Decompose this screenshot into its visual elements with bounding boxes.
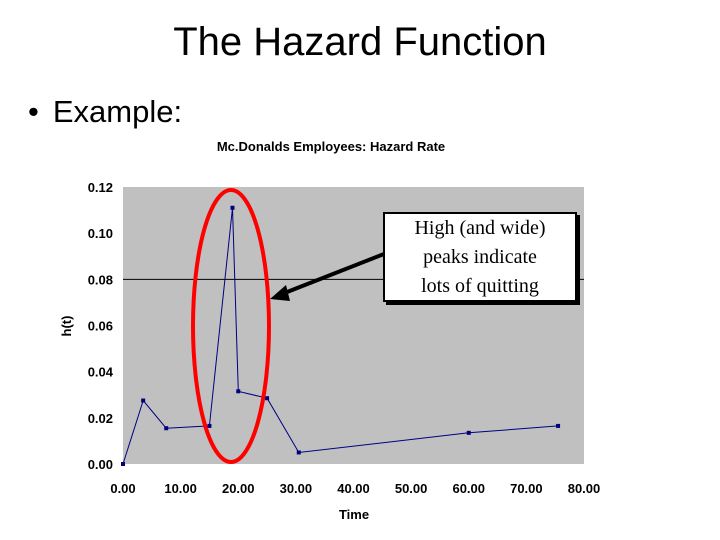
callout-arrow-shaft bbox=[281, 252, 385, 296]
bullet-item: • Example: bbox=[28, 94, 182, 130]
y-tick-label: 0.02 bbox=[88, 411, 113, 426]
x-tick-label: 80.00 bbox=[568, 481, 601, 496]
y-axis-title: h(t) bbox=[59, 316, 74, 337]
callout-arrowhead bbox=[270, 285, 290, 301]
x-tick-label: 60.00 bbox=[452, 481, 485, 496]
annotation-layer bbox=[191, 188, 385, 464]
data-point bbox=[296, 450, 301, 455]
y-tick-label: 0.12 bbox=[88, 180, 113, 195]
bullet-text: Example: bbox=[52, 94, 183, 129]
series-line bbox=[122, 207, 559, 465]
series-layer bbox=[121, 205, 561, 466]
x-tick-label: 30.00 bbox=[280, 481, 313, 496]
data-point bbox=[466, 430, 471, 435]
callout-box: High (and wide) peaks indicate lots of q… bbox=[383, 212, 577, 302]
x-tick-label: 10.00 bbox=[164, 481, 197, 496]
y-tick-label: 0.00 bbox=[88, 457, 113, 472]
chart-title: Mc.Donalds Employees: Hazard Rate bbox=[217, 139, 445, 154]
slide-title: The Hazard Function bbox=[173, 20, 547, 64]
data-point bbox=[556, 423, 561, 428]
y-axis-ticks: 0.00 0.02 0.04 0.06 0.08 0.10 0.12 bbox=[88, 180, 114, 472]
x-axis-ticks: 0.00 10.00 20.00 30.00 40.00 50.00 60.00 70.00 8… bbox=[110, 481, 600, 496]
x-tick-label: 20.00 bbox=[222, 481, 255, 496]
highlight-ellipse bbox=[191, 188, 271, 464]
data-point bbox=[207, 423, 212, 428]
y-tick-label: 0.04 bbox=[88, 365, 114, 380]
x-tick-label: 50.00 bbox=[395, 481, 428, 496]
data-point bbox=[265, 396, 270, 401]
data-point bbox=[230, 205, 235, 210]
data-point bbox=[141, 398, 146, 403]
y-tick-label: 0.06 bbox=[88, 319, 113, 334]
data-point bbox=[121, 462, 125, 466]
callout-text: High (and wide) peaks indicate lots of q… bbox=[414, 216, 546, 297]
y-tick-label: 0.08 bbox=[88, 272, 113, 287]
data-point bbox=[164, 426, 169, 431]
y-tick-label: 0.10 bbox=[88, 226, 113, 241]
x-tick-label: 70.00 bbox=[510, 481, 543, 496]
x-tick-label: 40.00 bbox=[337, 481, 370, 496]
bullet-dot: • bbox=[28, 94, 39, 129]
x-tick-label: 0.00 bbox=[110, 481, 135, 496]
x-axis-title: Time bbox=[339, 507, 369, 522]
data-point bbox=[236, 389, 241, 394]
